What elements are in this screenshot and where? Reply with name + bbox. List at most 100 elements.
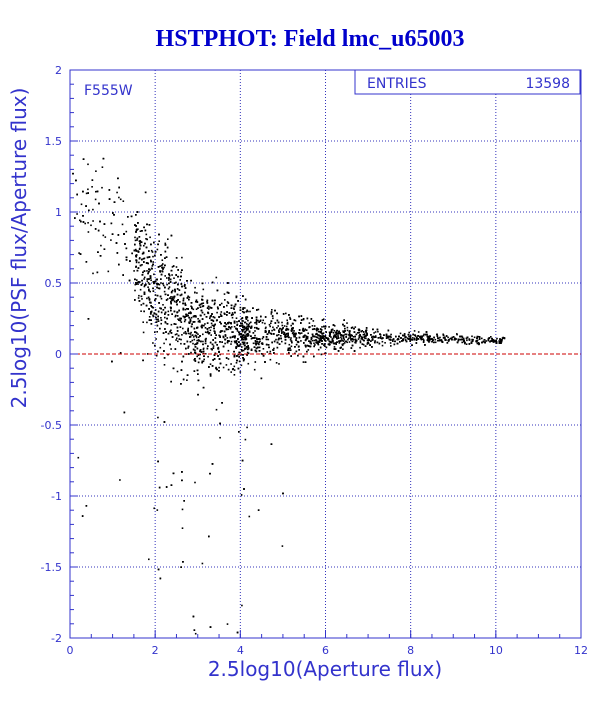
- data-point: [224, 322, 226, 324]
- data-point: [421, 336, 423, 338]
- data-point: [159, 295, 162, 298]
- data-point: [182, 307, 185, 310]
- data-point: [207, 312, 209, 314]
- data-point: [141, 264, 143, 266]
- data-point: [235, 327, 237, 330]
- data-point: [236, 330, 239, 332]
- data-point: [138, 240, 141, 242]
- data-point: [305, 335, 308, 337]
- data-point: [191, 323, 193, 325]
- data-point: [234, 336, 236, 339]
- data-point: [268, 346, 270, 349]
- data-point: [197, 333, 199, 335]
- data-point: [333, 342, 335, 345]
- data-point: [226, 304, 228, 307]
- data-point: [368, 339, 370, 341]
- data-point: [298, 349, 300, 351]
- data-point: [241, 337, 243, 340]
- data-point: [413, 330, 416, 332]
- data-point: [348, 334, 350, 336]
- data-point: [319, 328, 322, 330]
- data-point: [137, 267, 140, 269]
- data-point: [231, 331, 233, 333]
- data-point: [361, 343, 364, 345]
- data-point: [194, 360, 197, 362]
- data-point: [301, 329, 304, 331]
- data-point: [193, 359, 196, 361]
- data-point: [233, 369, 236, 371]
- data-point: [154, 331, 156, 333]
- data-point: [499, 338, 501, 340]
- data-point: [370, 334, 372, 336]
- data-point: [227, 282, 229, 284]
- data-point: [284, 334, 286, 337]
- data-point: [113, 201, 116, 203]
- data-point: [462, 337, 465, 340]
- data-point: [197, 393, 199, 396]
- data-point: [241, 310, 244, 313]
- data-point: [176, 300, 178, 302]
- data-point: [300, 319, 303, 321]
- data-point: [242, 320, 244, 322]
- data-point: [242, 338, 245, 341]
- data-point: [205, 337, 207, 340]
- data-point: [198, 319, 201, 322]
- data-point: [254, 326, 256, 329]
- data-point: [151, 265, 154, 267]
- data-point: [286, 319, 288, 322]
- data-point: [163, 290, 166, 293]
- data-point: [155, 354, 158, 357]
- data-point: [230, 322, 232, 325]
- data-point: [500, 340, 503, 343]
- data-point: [225, 364, 228, 366]
- data-point: [334, 348, 337, 350]
- data-point: [194, 331, 196, 333]
- data-point: [273, 340, 276, 343]
- data-point: [241, 346, 243, 348]
- data-point: [261, 342, 264, 344]
- data-point: [258, 350, 261, 352]
- x-tick-label: 10: [489, 644, 503, 657]
- data-point: [267, 344, 270, 346]
- data-point: [137, 222, 139, 224]
- data-point: [306, 344, 308, 347]
- data-point: [242, 308, 244, 310]
- data-point: [450, 337, 452, 340]
- stats-value: 13598: [525, 76, 570, 92]
- data-point: [163, 342, 165, 345]
- data-point: [190, 325, 193, 328]
- data-point: [354, 341, 356, 344]
- data-point: [159, 577, 162, 580]
- data-point: [235, 317, 238, 319]
- x-tick-label: 0: [67, 644, 74, 657]
- data-point: [426, 335, 429, 338]
- data-point: [218, 316, 220, 318]
- data-point: [342, 336, 345, 338]
- data-point: [477, 335, 480, 338]
- data-point: [233, 374, 236, 376]
- data-point: [79, 219, 81, 222]
- data-point: [344, 330, 346, 332]
- data-point: [437, 339, 439, 342]
- data-point: [172, 265, 175, 267]
- data-point: [285, 328, 288, 330]
- data-point: [202, 333, 204, 336]
- data-point: [262, 348, 265, 350]
- data-point: [308, 326, 310, 329]
- data-point: [257, 509, 260, 511]
- data-point: [455, 338, 458, 340]
- data-point: [214, 337, 217, 339]
- data-point: [280, 328, 283, 331]
- data-point: [468, 343, 471, 345]
- data-point: [187, 345, 190, 348]
- data-point: [344, 333, 346, 336]
- data-point: [174, 314, 177, 317]
- data-point: [245, 337, 247, 339]
- data-point: [164, 321, 167, 324]
- data-point: [187, 327, 189, 330]
- data-point: [96, 271, 99, 274]
- data-point: [379, 337, 382, 339]
- data-point: [150, 249, 153, 252]
- data-point: [342, 348, 344, 350]
- data-point: [210, 307, 213, 309]
